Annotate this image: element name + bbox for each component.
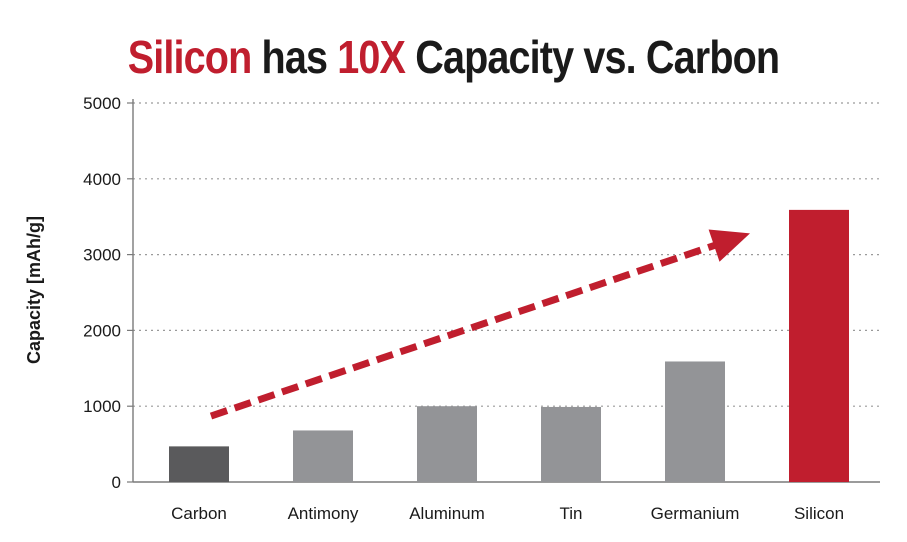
y-tick-label-5000: 5000	[83, 94, 121, 113]
tick-labels: 0 1000 2000 3000 4000 5000 Carbon Antimony Alumi…	[83, 94, 844, 523]
bars	[169, 209, 849, 483]
axes	[127, 99, 880, 483]
title-part-1: Silicon	[127, 31, 253, 83]
y-tick-label-4000: 4000	[83, 170, 121, 189]
gridlines	[133, 102, 880, 407]
trend-arrow-shaft	[209, 241, 718, 420]
x-tick-label-germanium: Germanium	[651, 504, 740, 523]
bar-antimony	[293, 430, 353, 482]
title-part-3: 10X	[337, 31, 406, 83]
bar-carbon	[169, 446, 229, 482]
y-tick-label-2000: 2000	[83, 321, 121, 340]
bar-tin	[541, 406, 601, 482]
bar-silicon	[789, 209, 849, 483]
title-part-4: Capacity vs. Carbon	[405, 31, 780, 83]
x-tick-label-silicon: Silicon	[794, 504, 844, 523]
chart-title: Silicon has 10X Capacity vs. Carbon	[63, 30, 843, 84]
bar-germanium	[665, 361, 725, 482]
x-tick-label-tin: Tin	[560, 504, 583, 523]
x-tick-label-carbon: Carbon	[171, 504, 227, 523]
y-tick-label-1000: 1000	[83, 397, 121, 416]
x-tick-label-aluminum: Aluminum	[409, 504, 485, 523]
bar-aluminum	[417, 406, 477, 482]
title-part-2: has	[251, 31, 338, 83]
y-axis-label: Capacity [mAh/g]	[24, 216, 44, 364]
trend-arrow-head	[708, 229, 750, 262]
y-tick-label-0: 0	[112, 473, 121, 492]
trend-arrow	[209, 229, 750, 420]
y-tick-label-3000: 3000	[83, 246, 121, 265]
x-tick-label-antimony: Antimony	[288, 504, 359, 523]
